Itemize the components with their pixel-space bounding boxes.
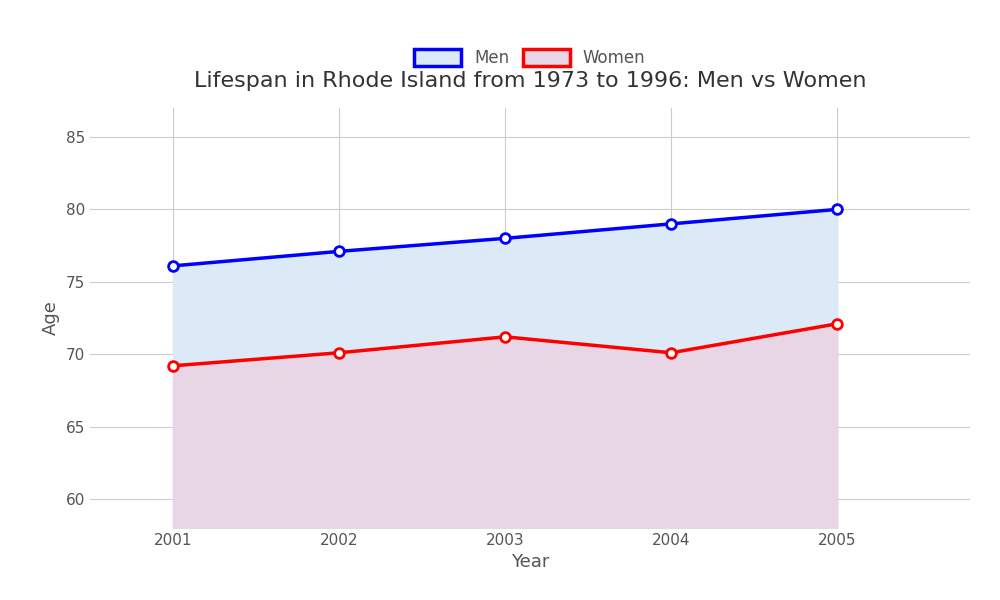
Legend: Men, Women: Men, Women [406,41,654,76]
X-axis label: Year: Year [511,553,549,571]
Y-axis label: Age: Age [42,301,60,335]
Title: Lifespan in Rhode Island from 1973 to 1996: Men vs Women: Lifespan in Rhode Island from 1973 to 19… [194,71,866,91]
